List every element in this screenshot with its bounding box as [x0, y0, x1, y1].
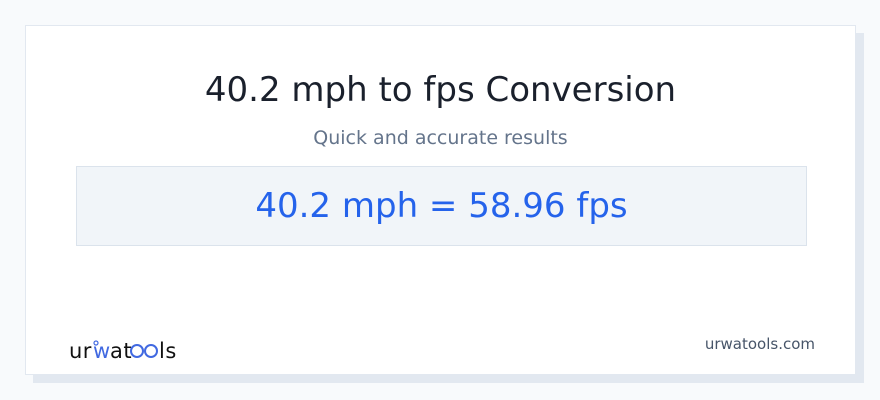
page-title: 40.2 mph to fps Conversion [204, 70, 677, 110]
urwatools-logo: ur w at ls [69, 338, 189, 369]
logo-wordmark: ur w at ls [69, 339, 177, 363]
page-subtitle: Quick and accurate results [313, 127, 568, 149]
site-url[interactable]: urwatools.com [704, 335, 815, 353]
svg-text:ls: ls [159, 339, 177, 363]
conversion-card: 40.2 mph to fps Conversion Quick and acc… [25, 25, 856, 375]
conversion-result: 40.2 mph = 58.96 fps [76, 166, 807, 246]
svg-text:ur: ur [69, 339, 92, 363]
svg-text:w: w [93, 339, 111, 363]
svg-text:at: at [110, 339, 132, 363]
result-text: 40.2 mph = 58.96 fps [255, 186, 628, 226]
